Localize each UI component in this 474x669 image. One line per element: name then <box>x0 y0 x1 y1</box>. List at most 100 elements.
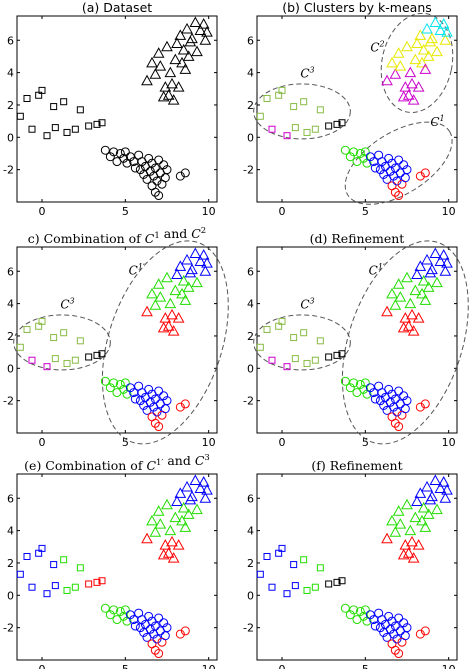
cluster-label: C2 <box>370 40 384 55</box>
point-triangle <box>412 81 425 92</box>
point-square <box>63 128 71 136</box>
point-triangle <box>407 325 420 336</box>
point-square <box>28 356 36 364</box>
point-triangle <box>392 47 405 58</box>
cluster-label: C1′ <box>129 262 145 277</box>
point-square <box>38 544 46 552</box>
point-circle <box>370 621 380 631</box>
point-triangle <box>201 26 213 37</box>
point-triangle <box>194 255 207 267</box>
point-triangle <box>167 552 180 563</box>
point-square <box>311 583 319 591</box>
point-circle <box>150 645 160 655</box>
point-triangle <box>414 260 427 271</box>
point-circle <box>390 187 400 197</box>
point-square <box>60 556 68 564</box>
point-square <box>256 343 264 351</box>
point-triangle <box>197 249 210 260</box>
point-square <box>85 122 93 130</box>
point-circle <box>175 171 185 181</box>
point-square <box>300 98 308 106</box>
point-triangle <box>419 63 432 74</box>
point-circle <box>359 611 369 621</box>
point-triangle <box>171 37 183 48</box>
point-triangle <box>401 498 413 510</box>
panel-1: (a) Dataset 0 5 10 -2 0 2 4 6 <box>3 0 218 218</box>
x-tick-label: 10 <box>442 205 456 218</box>
point-circle <box>150 394 160 404</box>
cluster-outline-c3 <box>253 83 351 140</box>
point-triangle <box>179 294 192 305</box>
point-triangle <box>201 484 213 495</box>
point-square <box>16 343 24 351</box>
point-circle <box>154 155 164 165</box>
point-circle <box>360 147 370 157</box>
point-circle <box>400 173 410 183</box>
point-triangle <box>406 308 418 320</box>
point-triangle <box>422 50 435 61</box>
point-circle <box>399 618 409 628</box>
point-square <box>51 355 59 363</box>
point-triangle <box>177 501 190 513</box>
point-square <box>98 577 106 585</box>
cluster-label: C3 <box>300 65 314 80</box>
point-square <box>98 119 106 127</box>
point-circle <box>340 145 350 155</box>
point-triangle <box>152 278 165 289</box>
point-circle <box>154 649 164 659</box>
point-triangle <box>172 539 185 550</box>
point-triangle <box>182 50 195 61</box>
point-circle <box>394 422 404 432</box>
point-triangle <box>406 535 418 547</box>
point-circle <box>154 613 164 623</box>
point-circle <box>365 610 375 620</box>
point-square <box>290 334 298 342</box>
point-triangle <box>162 547 175 558</box>
point-square <box>325 353 333 361</box>
point-triangle <box>169 511 182 523</box>
x-tick-label: 0 <box>279 205 286 218</box>
point-triangle <box>431 503 443 515</box>
point-triangle <box>199 34 212 45</box>
point-triangle <box>189 247 202 258</box>
point-circle <box>162 396 172 406</box>
point-triangle <box>409 53 422 65</box>
point-circle <box>115 148 125 158</box>
point-triangle <box>416 56 428 68</box>
point-triangle <box>174 29 187 40</box>
point-triangle <box>157 321 170 333</box>
panel-6: (f) Refinement 0 5 10 -2 0 2 4 6 <box>243 458 458 669</box>
markers <box>16 247 213 432</box>
x-tick-label: 5 <box>122 205 129 218</box>
cluster-label: C3 <box>300 296 314 311</box>
point-triangle <box>162 320 175 331</box>
point-triangle <box>434 24 447 36</box>
point-circle <box>399 391 409 401</box>
point-circle <box>392 176 402 186</box>
y-tick-label: 0 <box>7 589 14 602</box>
point-triangle <box>431 276 443 288</box>
point-circle <box>130 394 140 404</box>
point-triangle <box>439 492 452 503</box>
cluster-outline-c1-prime <box>101 240 229 445</box>
point-triangle <box>437 249 450 260</box>
point-square <box>263 325 271 333</box>
point-square <box>50 561 58 569</box>
x-tick-label: 10 <box>202 663 216 669</box>
point-square <box>290 561 298 569</box>
point-circle <box>175 629 185 639</box>
axes-frame <box>256 473 458 661</box>
y-tick-label: -2 <box>3 395 14 408</box>
point-triangle <box>439 265 452 276</box>
point-triangle <box>422 508 435 519</box>
point-square <box>50 103 58 111</box>
point-circle <box>399 160 409 170</box>
point-square <box>325 122 333 130</box>
cluster-label: C3 <box>60 296 74 311</box>
point-triangle <box>402 320 415 331</box>
y-tick-label: 0 <box>247 131 254 144</box>
point-triangle <box>152 505 165 516</box>
point-triangle <box>152 47 165 58</box>
point-circle <box>400 404 410 414</box>
point-circle <box>150 418 160 428</box>
